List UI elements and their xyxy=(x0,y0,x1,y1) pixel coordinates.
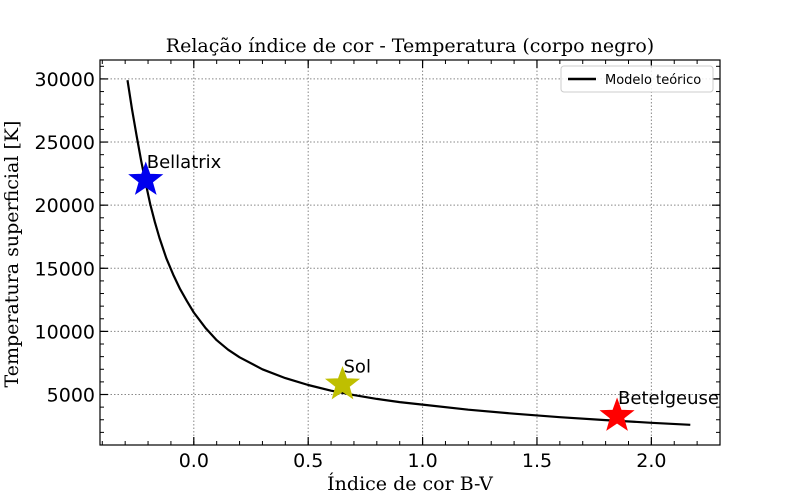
y-axis-label: Temperatura superficial [K] xyxy=(1,121,23,388)
x-tick-label: 2.0 xyxy=(636,450,666,472)
legend-entry-label: Modelo teórico xyxy=(605,73,701,88)
axes-frame xyxy=(99,59,721,446)
x-tick-label: 1.0 xyxy=(407,450,437,472)
legend: Modelo teórico xyxy=(560,65,714,93)
point-label-betelgeuse: Betelgeuse xyxy=(618,388,719,409)
y-tick-label: 5000 xyxy=(47,385,95,407)
legend-box xyxy=(560,65,714,93)
y-tick-label: 10000 xyxy=(35,321,95,343)
y-tick-label: 25000 xyxy=(35,132,95,154)
x-tick-label: 0.0 xyxy=(179,450,209,472)
model-curve-line xyxy=(126,80,691,426)
point-label-bellatrix: Bellatrix xyxy=(147,152,222,173)
y-tick-label: 30000 xyxy=(35,69,95,91)
plot-area: 0.0 0.5 1.0 1.5 2.0 5000 10000 15000 20000 25000 3… xyxy=(35,59,721,472)
star-marker-bellatrix xyxy=(128,161,164,195)
chart-title: Relação índice de cor - Temperatura (cor… xyxy=(166,35,654,57)
x-tick-label: 1.5 xyxy=(522,450,552,472)
x-axis-label: Índice de cor B-V xyxy=(327,472,493,495)
point-label-sol: Sol xyxy=(344,356,371,377)
y-tick-label: 20000 xyxy=(35,195,95,217)
star-marker-betelgeuse xyxy=(599,397,635,431)
x-tick-label: 0.5 xyxy=(293,450,323,472)
y-tick-label: 15000 xyxy=(35,258,95,280)
star-marker-sol xyxy=(324,365,361,400)
